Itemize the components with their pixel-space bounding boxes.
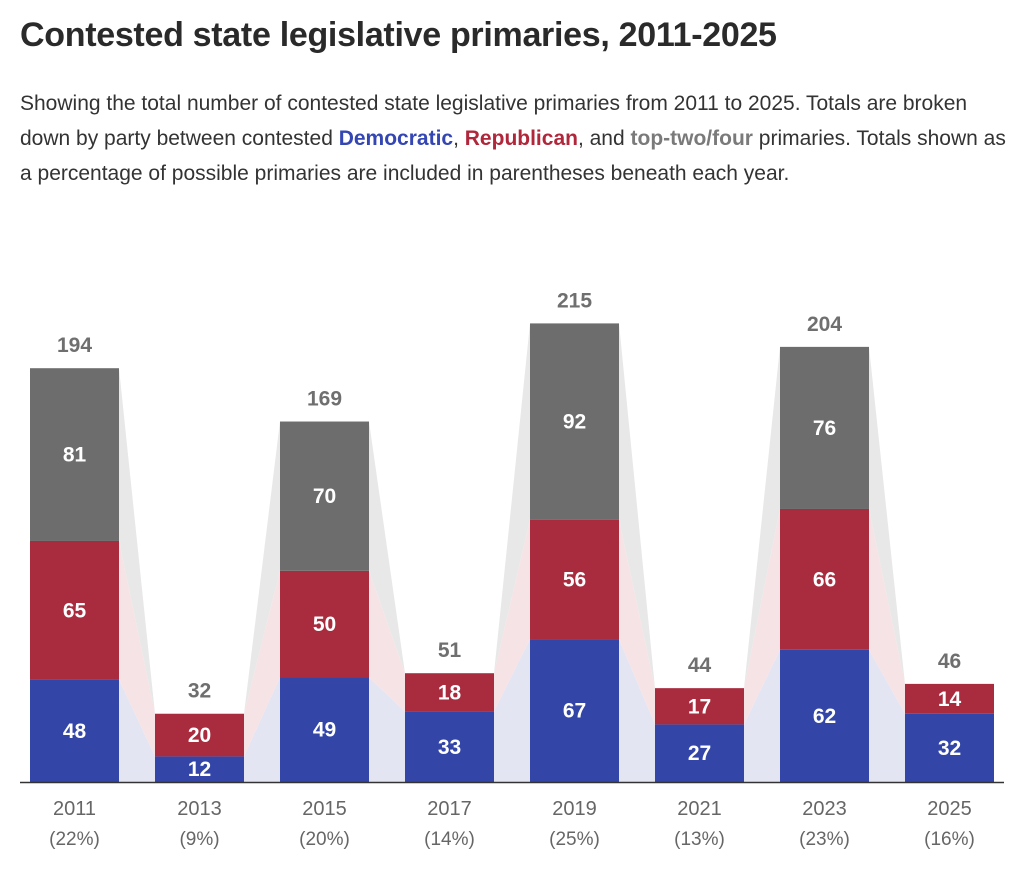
- total-label-2015: 169: [307, 388, 342, 411]
- total-label-2019: 215: [557, 289, 592, 312]
- percent-label-2019: (25%): [549, 829, 600, 850]
- value-label-top-two-four-2023: 76: [813, 417, 836, 440]
- value-label-republican-2021: 17: [688, 695, 711, 718]
- value-label-democratic-2011: 48: [63, 720, 87, 743]
- value-label-republican-2015: 50: [313, 613, 336, 636]
- x-tick-label-2019: 2019: [552, 798, 597, 820]
- x-tick-label-2025: 2025: [927, 798, 972, 820]
- value-label-democratic-2015: 49: [313, 719, 336, 742]
- value-label-republican-2011: 65: [63, 599, 87, 622]
- percent-label-2021: (13%): [674, 829, 725, 850]
- value-label-top-two-four-2015: 70: [313, 485, 336, 508]
- x-tick-label-2011: 2011: [53, 798, 96, 820]
- stacked-bar-chart: 48 65 81 194 2011 (22%) 12 20 32 2013 (9%) 49 50 70 16…: [0, 0, 1024, 888]
- value-label-democratic-2019: 67: [563, 700, 586, 723]
- x-tick-label-2015: 2015: [302, 798, 347, 820]
- total-label-2021: 44: [688, 654, 712, 677]
- value-label-democratic-2013: 12: [188, 758, 211, 781]
- total-label-2017: 51: [438, 639, 462, 662]
- value-label-democratic-2025: 32: [938, 737, 961, 760]
- percent-label-2025: (16%): [924, 829, 975, 850]
- value-label-top-two-four-2019: 92: [563, 411, 586, 434]
- value-label-republican-2013: 20: [188, 724, 211, 747]
- value-label-republican-2023: 66: [813, 568, 836, 591]
- value-label-republican-2017: 18: [438, 681, 462, 704]
- value-label-top-two-four-2011: 81: [63, 444, 87, 467]
- total-label-2013: 32: [188, 680, 211, 703]
- x-tick-label-2021: 2021: [677, 798, 722, 820]
- value-label-democratic-2023: 62: [813, 705, 836, 728]
- percent-label-2011: (22%): [49, 829, 100, 850]
- x-tick-label-2017: 2017: [427, 798, 472, 820]
- value-label-republican-2019: 56: [563, 568, 586, 591]
- value-label-democratic-2017: 33: [438, 736, 461, 759]
- percent-label-2023: (23%): [799, 829, 850, 850]
- percent-label-2017: (14%): [424, 829, 475, 850]
- total-label-2011: 194: [57, 334, 92, 357]
- percent-label-2013: (9%): [179, 829, 219, 850]
- x-tick-label-2023: 2023: [802, 798, 847, 820]
- x-tick-label-2013: 2013: [177, 798, 222, 820]
- percent-label-2015: (20%): [299, 829, 350, 850]
- value-label-democratic-2021: 27: [688, 742, 711, 765]
- total-label-2023: 204: [807, 313, 842, 336]
- value-label-republican-2025: 14: [938, 688, 962, 711]
- total-label-2025: 46: [938, 650, 961, 673]
